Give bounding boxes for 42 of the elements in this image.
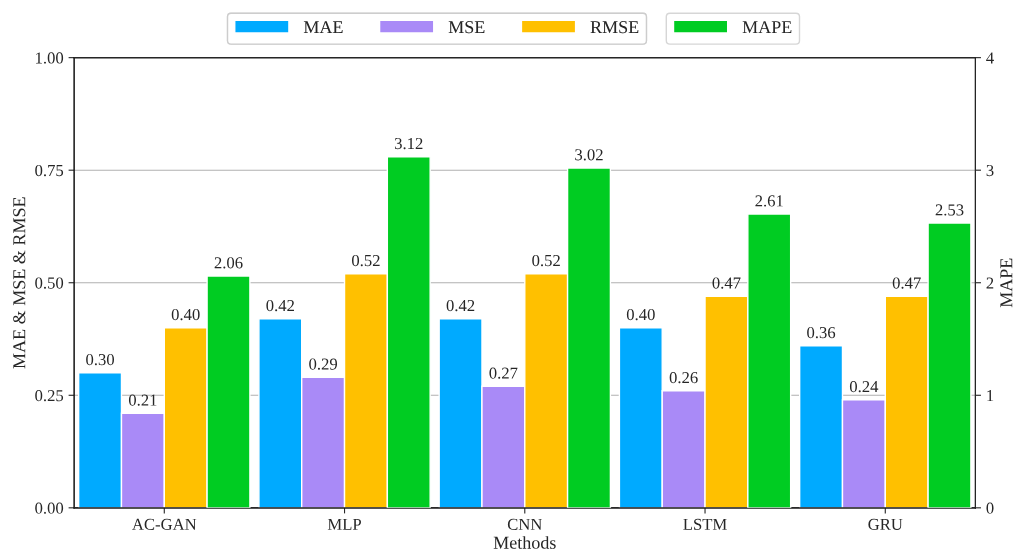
y2-axis-title: MAPE — [1000, 258, 1013, 308]
y-tick-label: 0.00 — [35, 502, 64, 514]
legend-label: MAE — [303, 21, 343, 34]
legend-label: MSE — [448, 21, 485, 34]
data-label: 0.40 — [626, 308, 655, 321]
data-label: 0.21 — [128, 394, 157, 406]
data-label: 2.61 — [755, 195, 783, 207]
x-tick-label: LSTM — [683, 518, 727, 530]
x-tick-label: CNN — [507, 518, 542, 530]
x-tick-label: MLP — [327, 518, 361, 530]
data-label: 0.27 — [489, 367, 518, 379]
y-tick-label: 0.75 — [35, 164, 64, 177]
y2-tick-label: 4 — [986, 52, 994, 64]
data-label: 3.12 — [394, 137, 423, 150]
data-label: 0.30 — [86, 353, 115, 366]
y-axis-title: MAE & MSE & RMSE — [13, 197, 26, 369]
y2-tick-label: 1 — [987, 390, 994, 402]
y-tick-label: 0.25 — [35, 389, 64, 402]
data-label: 3.02 — [575, 149, 603, 161]
legend-label: MAPE — [742, 21, 792, 34]
x-axis-title: Methods — [493, 536, 556, 549]
x-tick-label: AC-GAN — [132, 518, 197, 530]
data-label: 0.26 — [669, 371, 698, 384]
data-label: 0.42 — [446, 299, 475, 312]
data-label: 0.47 — [712, 277, 741, 289]
data-label: 0.42 — [266, 299, 294, 312]
data-label: 0.36 — [807, 326, 836, 339]
y-tick-label: 0.50 — [35, 277, 64, 289]
data-label: 0.24 — [849, 380, 879, 393]
y2-tick-label: 3 — [986, 164, 994, 177]
y-tick-label: 1.00 — [36, 52, 64, 64]
legend-label: RMSE — [590, 21, 639, 34]
data-label: 2.06 — [214, 257, 243, 269]
data-label: 0.29 — [309, 358, 338, 370]
x-tick-label: GRU — [868, 518, 903, 530]
data-label: 0.52 — [532, 254, 560, 267]
data-label: 2.53 — [935, 204, 964, 216]
y2-tick-label: 2 — [986, 277, 994, 289]
data-label: 0.40 — [171, 308, 200, 321]
data-label: 0.52 — [351, 254, 380, 267]
y2-tick-label: 0 — [986, 502, 994, 514]
data-label: 0.47 — [892, 277, 921, 289]
